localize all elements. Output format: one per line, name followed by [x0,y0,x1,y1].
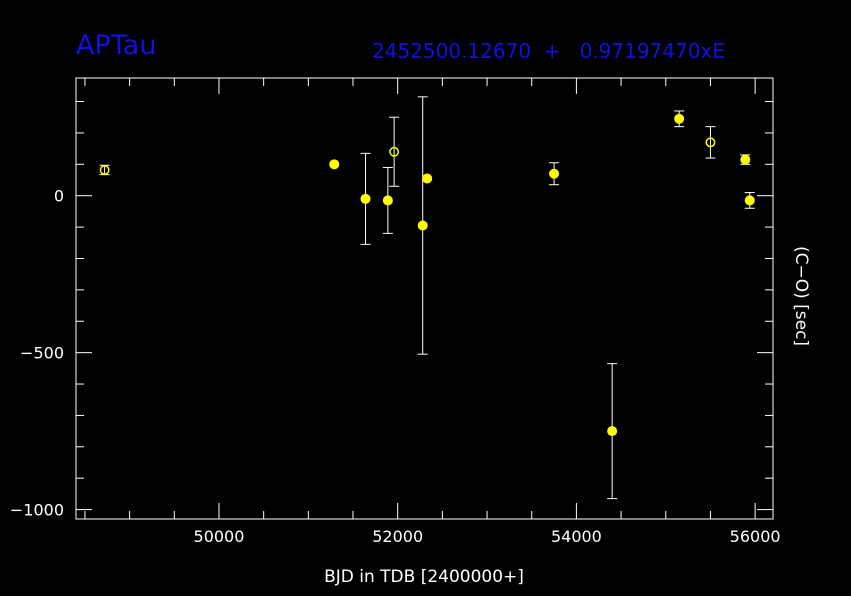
data-point [674,113,685,124]
y-tick-label: −1000 [10,501,64,520]
y-tick-label: 0 [54,187,64,206]
data-point-open [705,137,716,148]
data-point [382,195,393,206]
data-point [744,195,755,206]
x-tick-label: 54000 [551,527,602,546]
x-axis-label: BJD in TDB [2400000+] [324,567,524,587]
axis-ticks [76,78,773,519]
data-point [422,173,433,184]
data-point [417,220,428,231]
x-tick-label: 56000 [730,527,781,546]
x-tick-label: 52000 [372,527,423,546]
y-tick-label: −500 [20,344,64,363]
data-point [740,154,751,165]
y-tick-labels: −1000 −500 0 [10,187,64,520]
x-tick-label: 50000 [194,527,245,546]
data-point-open [389,146,400,157]
data-point [360,193,371,204]
chart-title: APTau [76,30,157,61]
data-markers [99,113,755,437]
data-point [607,426,618,437]
error-bars [99,96,755,500]
data-point [549,168,560,179]
plot-frame [75,77,774,520]
data-point-open [99,165,110,175]
data-point [329,159,340,170]
chart-ephemeris: 2452500.12670 + 0.97197470xE [372,39,725,63]
x-tick-labels: 50000 52000 54000 56000 [194,527,781,546]
y-axis-label: (C−O) [sec] [791,246,811,346]
